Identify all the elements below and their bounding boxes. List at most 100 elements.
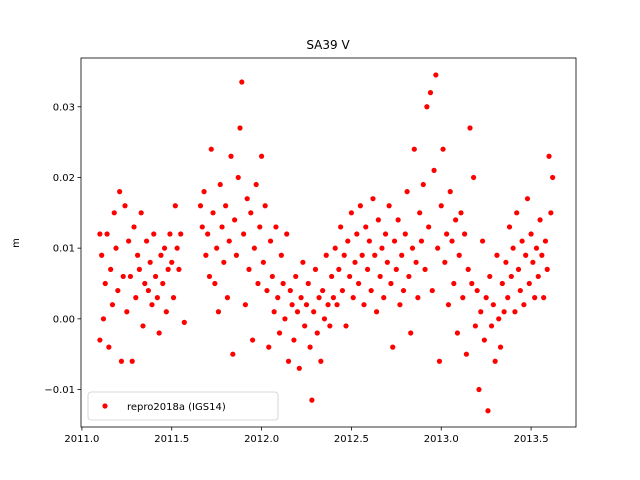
point	[325, 302, 331, 308]
point	[172, 203, 178, 209]
point	[447, 189, 453, 195]
point	[97, 231, 103, 237]
point	[120, 273, 126, 280]
point	[470, 174, 477, 181]
point	[413, 259, 419, 265]
legend-marker	[102, 403, 108, 409]
point	[224, 295, 231, 301]
point	[544, 266, 550, 272]
point	[320, 287, 326, 294]
point	[124, 309, 130, 315]
point	[160, 280, 166, 287]
point	[316, 295, 322, 301]
point	[131, 224, 137, 230]
point	[208, 146, 214, 152]
point	[505, 295, 511, 301]
point	[390, 344, 396, 350]
point	[497, 344, 504, 350]
point	[170, 295, 177, 301]
point	[248, 210, 254, 216]
point	[151, 231, 157, 237]
point	[280, 280, 286, 287]
point	[266, 344, 272, 350]
x-tick-label: 2013.0	[424, 434, 459, 445]
point	[462, 231, 468, 237]
point	[521, 302, 527, 308]
point	[483, 295, 489, 301]
point	[458, 210, 464, 216]
point	[260, 259, 266, 265]
point	[221, 259, 227, 265]
chart-title: SA39 V	[306, 38, 350, 52]
point	[334, 302, 340, 308]
point	[269, 273, 275, 280]
point	[108, 266, 114, 272]
point	[393, 266, 399, 272]
point	[258, 153, 265, 159]
point	[350, 295, 356, 301]
point	[205, 231, 211, 237]
point	[465, 266, 471, 272]
point	[178, 231, 184, 237]
point	[199, 224, 205, 230]
point	[343, 323, 349, 329]
point	[165, 266, 171, 272]
point	[400, 287, 407, 294]
point	[215, 309, 222, 315]
point	[332, 245, 338, 251]
x-tick-label: 2012.5	[334, 434, 369, 445]
point	[174, 245, 180, 251]
point	[485, 408, 491, 414]
point	[278, 252, 284, 258]
point	[210, 210, 216, 216]
point	[143, 238, 150, 244]
point	[312, 266, 319, 272]
point	[338, 224, 344, 230]
point	[524, 196, 531, 202]
point	[352, 259, 358, 265]
point	[246, 266, 252, 272]
point	[100, 316, 107, 322]
point	[397, 302, 403, 308]
point	[181, 319, 187, 325]
point	[514, 210, 520, 216]
point	[106, 344, 112, 350]
point	[307, 344, 313, 350]
point	[435, 245, 441, 251]
point	[377, 273, 383, 280]
plot-frame	[80, 57, 577, 428]
point	[264, 287, 270, 294]
point	[113, 245, 119, 251]
point	[219, 224, 225, 230]
point	[361, 302, 367, 308]
point	[528, 231, 534, 237]
point	[526, 280, 532, 287]
point	[140, 323, 146, 329]
point	[517, 287, 523, 294]
point	[449, 238, 455, 244]
point	[478, 309, 484, 315]
point	[418, 238, 425, 244]
point	[273, 224, 279, 230]
point	[384, 259, 390, 265]
point	[487, 273, 493, 280]
point	[102, 280, 108, 287]
point	[285, 358, 292, 364]
point	[512, 309, 518, 315]
point	[456, 252, 462, 258]
point	[109, 302, 116, 308]
y-tick-label: 0.02	[53, 173, 75, 184]
point	[133, 295, 139, 301]
point	[287, 287, 293, 294]
legend-label: repro2018a (IGS14)	[127, 402, 226, 413]
point	[314, 330, 320, 336]
point	[275, 295, 281, 301]
point	[239, 79, 245, 85]
point	[357, 203, 363, 209]
point	[201, 189, 207, 195]
point	[415, 295, 421, 301]
point	[323, 252, 329, 258]
y-tick-label: 0.01	[53, 244, 75, 255]
point	[228, 153, 234, 159]
point	[329, 273, 335, 280]
